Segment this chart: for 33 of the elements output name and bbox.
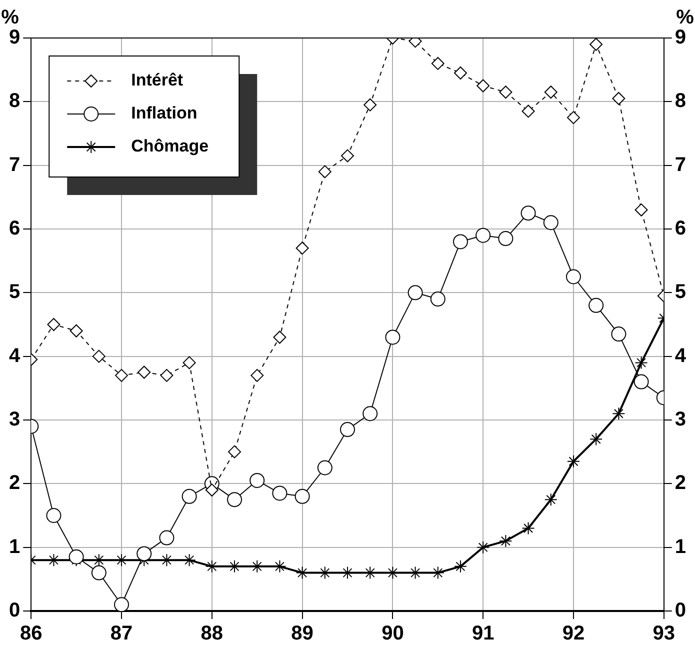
y-tick-label: 3 [9, 408, 20, 431]
y2-tick-label: 2 [674, 472, 686, 494]
y2-tick-label: 1 [674, 536, 686, 558]
y-tick-label: 7 [9, 154, 20, 176]
y-tick-label: 8 [9, 90, 20, 112]
y-tick-label: 9 [9, 26, 20, 49]
y-tick-label: 2 [9, 472, 20, 494]
legend-label: Chômage [131, 136, 209, 156]
y2-tick-label: 3 [674, 408, 686, 431]
y2-tick-label: 9 [674, 26, 686, 49]
y2-tick-label: 0 [674, 600, 686, 622]
y-tick-label: 0 [9, 600, 20, 622]
y2-tick-label: 5 [674, 281, 686, 304]
x-tick-label: 90 [382, 622, 404, 645]
y-tick-label: 4 [9, 344, 21, 367]
y-axis-title: % [1, 6, 20, 29]
x-tick-label: 92 [562, 622, 585, 645]
y2-tick-label: 7 [674, 154, 686, 176]
y2-tick-label: 6 [674, 218, 686, 240]
x-tick-label: 93 [652, 622, 675, 645]
x-tick-label: 91 [472, 622, 494, 645]
y2-tick-label: 4 [674, 344, 687, 367]
legend-label: Inflation [131, 104, 198, 123]
y2-axis-title: % [676, 6, 694, 29]
y-tick-label: 1 [9, 536, 20, 558]
x-tick-label: 89 [291, 622, 314, 645]
x-tick-label: 86 [20, 622, 42, 645]
x-tick-label: 88 [200, 622, 224, 645]
y2-tick-label: 8 [674, 90, 686, 112]
y-tick-label: 5 [9, 281, 20, 304]
x-tick-label: 87 [110, 622, 133, 645]
y-tick-label: 6 [9, 218, 20, 240]
legend-label: Intérêt [131, 70, 184, 90]
